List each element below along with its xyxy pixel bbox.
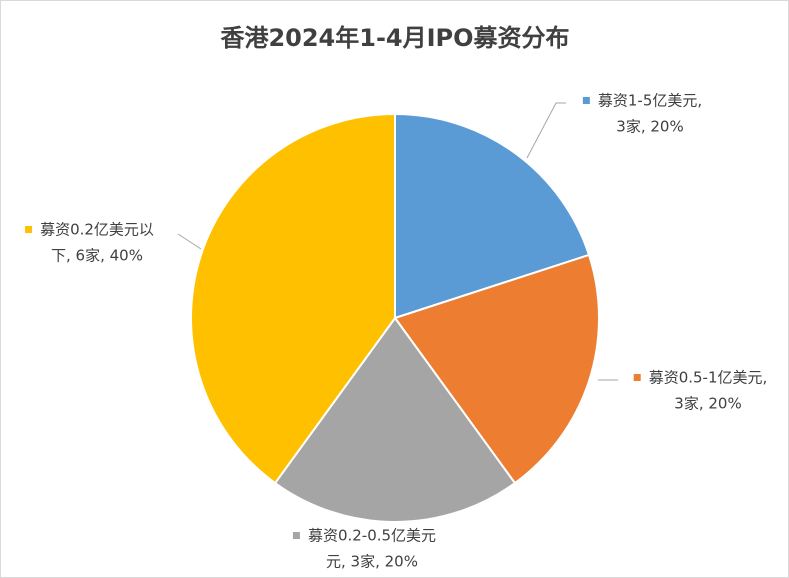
data-label: 3家, 20% [674,395,741,413]
legend-key [292,532,300,539]
legend-key [25,226,33,233]
data-label: 募资0.2亿美元以 [40,221,154,239]
data-label: 募资1-5亿美元, [598,92,702,110]
data-label: 元, 3家, 20% [326,553,418,571]
leader-line [177,233,202,250]
pie-slice [393,253,600,485]
legend-key [633,374,641,381]
pie-slice [273,316,517,523]
data-label: 募资0.5-1亿美元, [649,369,768,387]
legend-key [582,97,590,104]
data-label: 3家, 20% [616,118,683,136]
data-label: 募资0.2-0.5亿美元 [308,527,436,545]
chart-title: 香港2024年1-4月IPO募资分布 [220,24,569,52]
leader-line [526,102,566,159]
pie-slice [394,112,591,320]
data-label: 下, 6家, 40% [51,247,143,265]
pie-slice [190,112,396,485]
